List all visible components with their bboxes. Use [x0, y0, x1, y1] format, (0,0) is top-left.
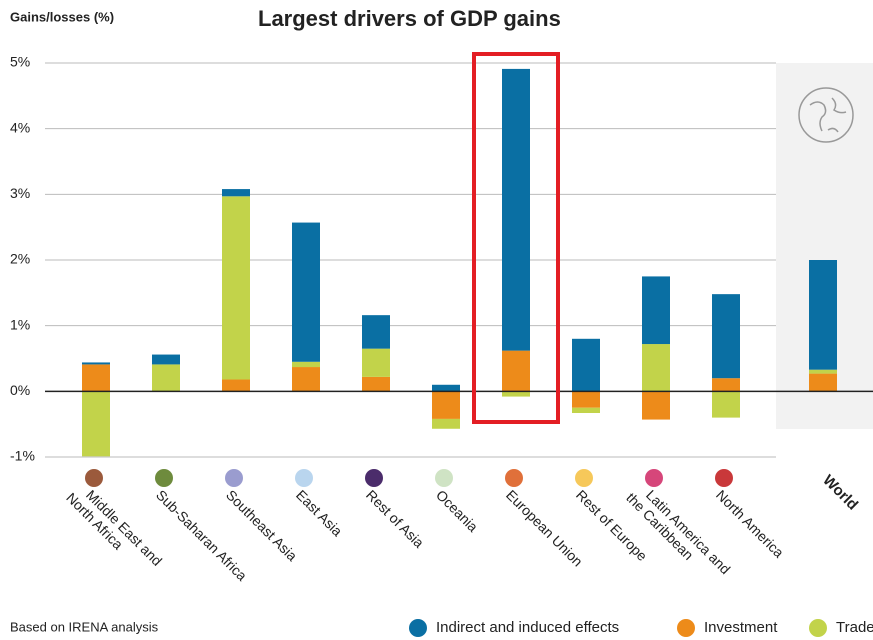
bar-segment — [502, 68, 530, 351]
bar-segment — [642, 276, 670, 345]
bar-segment — [809, 373, 837, 392]
bar-segment — [222, 379, 250, 392]
bar-segment — [502, 391, 530, 397]
bar-segment — [362, 376, 390, 392]
category-marker — [645, 469, 663, 487]
source-note: Based on IRENA analysis — [10, 619, 159, 634]
category-marker — [85, 469, 103, 487]
x-tick-label: North America — [713, 486, 787, 560]
category-marker — [715, 469, 733, 487]
x-tick-label-line: Oceania — [433, 486, 481, 534]
x-tick-label-line: Rest of Asia — [363, 486, 427, 550]
bar-segment — [82, 391, 110, 457]
x-tick-label: Middle East andNorth Africa — [63, 478, 165, 580]
chart-title: Largest drivers of GDP gains — [258, 6, 561, 31]
legend-marker — [809, 619, 827, 637]
bar-segment — [712, 294, 740, 379]
bar-segment — [82, 362, 110, 365]
y-tick-label: 0% — [10, 382, 30, 398]
y-axis-label: Gains/losses (%) — [10, 9, 114, 24]
bar-segment — [572, 407, 600, 414]
bar-segment — [712, 391, 740, 418]
x-tick-label: World — [819, 472, 861, 514]
x-tick-label-line: East Asia — [293, 486, 346, 539]
bar-segment — [432, 391, 460, 419]
bar-segment — [152, 364, 180, 392]
legend-marker — [677, 619, 695, 637]
bar-segment — [432, 384, 460, 392]
category-marker — [365, 469, 383, 487]
y-tick-label: -1% — [10, 448, 35, 464]
category-marker — [225, 469, 243, 487]
highlight-box — [472, 52, 560, 424]
x-tick-label-line: European Union — [503, 486, 586, 569]
bar-segment — [642, 391, 670, 420]
x-tick-label: East Asia — [293, 486, 346, 539]
bar-segment — [809, 369, 837, 374]
bar-segment — [222, 189, 250, 197]
y-tick-label: 3% — [10, 185, 30, 201]
category-marker — [155, 469, 173, 487]
globe-icon — [798, 87, 854, 143]
legend-marker — [409, 619, 427, 637]
bar-segment — [292, 361, 320, 368]
bar-segment — [292, 222, 320, 362]
x-tick-label-line: World — [819, 472, 861, 514]
category-marker — [295, 469, 313, 487]
y-tick-label: 5% — [10, 54, 30, 70]
x-tick-label-line: Southeast Asia — [223, 486, 301, 564]
bar-segment — [152, 354, 180, 365]
legend-label: Indirect and induced effects — [436, 619, 619, 636]
x-tick-label: Rest of Asia — [363, 486, 427, 550]
bar-segment — [362, 348, 390, 377]
x-tick-label: Oceania — [433, 486, 481, 534]
x-tick-label-line: North America — [713, 486, 787, 560]
bar-segment — [572, 338, 600, 392]
category-marker — [575, 469, 593, 487]
bar-segment — [809, 260, 837, 370]
bar-segment — [712, 378, 740, 392]
category-marker — [505, 469, 523, 487]
x-tick-label: European Union — [503, 486, 586, 569]
bar-segment — [642, 344, 670, 392]
category-marker — [435, 469, 453, 487]
legend-label: Investment — [704, 619, 778, 636]
bar-segment — [82, 364, 110, 392]
bar-segment — [362, 315, 390, 349]
y-tick-label: 1% — [10, 316, 30, 332]
y-tick-label: 4% — [10, 119, 30, 135]
bar-segment — [222, 196, 250, 380]
bar-segment — [572, 391, 600, 408]
x-tick-label: Southeast Asia — [223, 486, 301, 564]
bar-segment — [292, 367, 320, 392]
bar-segment — [502, 350, 530, 392]
bar-segment — [432, 418, 460, 429]
legend-label: Trade — [836, 619, 873, 636]
y-tick-label: 2% — [10, 251, 30, 267]
